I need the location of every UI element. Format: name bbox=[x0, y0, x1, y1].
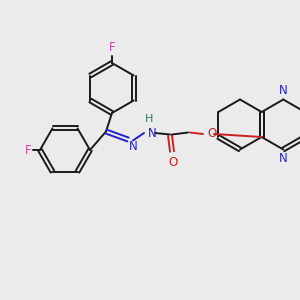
Text: N: N bbox=[279, 85, 288, 98]
Text: H: H bbox=[145, 115, 153, 124]
Text: O: O bbox=[168, 157, 178, 169]
Text: N: N bbox=[129, 140, 138, 154]
Text: F: F bbox=[109, 41, 115, 54]
Text: N: N bbox=[279, 152, 288, 164]
Text: O: O bbox=[207, 127, 216, 140]
Text: F: F bbox=[24, 143, 31, 157]
Text: N: N bbox=[148, 127, 157, 140]
